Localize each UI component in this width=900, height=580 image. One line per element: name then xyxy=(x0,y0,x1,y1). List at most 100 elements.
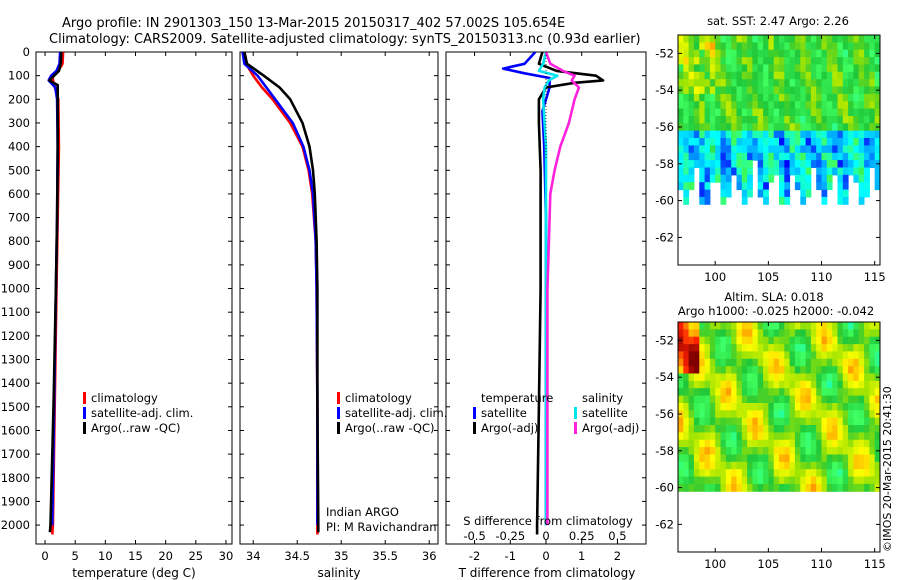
map-cell xyxy=(826,380,833,389)
map-cell xyxy=(810,86,817,95)
map-cell xyxy=(709,86,716,95)
map-cell xyxy=(736,432,743,441)
map-cell xyxy=(741,35,748,43)
map-cell xyxy=(699,108,706,117)
map-cell xyxy=(800,344,807,352)
map-cell xyxy=(800,425,807,433)
map-cell xyxy=(731,336,737,345)
map-cell xyxy=(699,351,706,360)
map-cell xyxy=(821,380,828,389)
map-cell xyxy=(816,71,822,80)
map-cell xyxy=(794,160,801,168)
map-cell xyxy=(763,64,769,73)
map-cell xyxy=(848,410,854,419)
map-cell xyxy=(816,366,822,375)
map-cell xyxy=(736,116,743,124)
map-cell xyxy=(768,145,775,154)
map-cell xyxy=(858,57,865,65)
map-cell xyxy=(800,380,807,389)
map-cell xyxy=(773,461,780,470)
map-cell xyxy=(763,108,769,117)
map-cell xyxy=(683,160,690,168)
map-cell xyxy=(688,49,695,58)
map-cell xyxy=(784,130,791,139)
map-cell xyxy=(678,57,684,65)
map-cell xyxy=(763,403,769,411)
map-cell xyxy=(725,189,732,198)
map-cell xyxy=(858,101,865,110)
map-cell xyxy=(837,196,844,205)
map-cell xyxy=(842,483,849,492)
map-cell xyxy=(832,108,838,117)
map-cell xyxy=(810,49,817,58)
map-cell xyxy=(837,138,844,146)
map-cell xyxy=(725,93,732,102)
map-cell xyxy=(709,432,716,441)
map-cell xyxy=(789,351,796,360)
map-cell xyxy=(683,322,690,330)
map-cell xyxy=(688,403,695,411)
map-cell xyxy=(821,160,828,168)
map-cell xyxy=(768,425,775,433)
map-cell xyxy=(683,79,690,88)
map-x-tick-label: 110 xyxy=(811,270,833,284)
map-cell xyxy=(832,432,838,441)
map-cell xyxy=(794,351,801,360)
map-cell xyxy=(805,130,812,139)
map-cell xyxy=(826,42,833,51)
map-cell xyxy=(752,351,759,360)
map-cell xyxy=(805,93,812,102)
map-cell xyxy=(699,380,706,389)
map-cell xyxy=(826,138,833,146)
legend-label-climatology: climatology xyxy=(91,391,158,405)
map-x-tick-label: 105 xyxy=(757,270,779,284)
map-cell xyxy=(816,57,822,65)
difference-y-ticks xyxy=(446,51,646,526)
map-cell xyxy=(842,71,849,80)
map-cell xyxy=(869,130,876,139)
map-cell xyxy=(747,42,753,51)
difference-x-label: T difference from climatology xyxy=(458,566,636,580)
map-cell xyxy=(864,380,870,389)
map-cell xyxy=(794,447,801,455)
map-cell xyxy=(709,123,716,132)
map-cell xyxy=(715,476,721,485)
map-cell xyxy=(779,49,785,58)
map-cell xyxy=(779,93,785,102)
map-cell xyxy=(853,93,860,102)
map-cell xyxy=(853,403,860,411)
map-cell xyxy=(678,439,684,448)
map-cell xyxy=(704,64,711,73)
map-cell xyxy=(826,366,833,375)
map-cell xyxy=(715,64,721,73)
map-cell xyxy=(800,108,807,117)
map-cell xyxy=(704,130,711,139)
map-cell xyxy=(789,358,796,367)
map-cell xyxy=(800,447,807,455)
map-cell xyxy=(731,454,737,463)
map-cell xyxy=(752,417,759,426)
map-cell xyxy=(800,64,807,73)
map-cell xyxy=(805,42,812,51)
map-cell xyxy=(800,167,807,176)
map-cell xyxy=(704,79,711,88)
map-cell xyxy=(842,35,849,43)
map-cell xyxy=(837,174,844,183)
map-cell xyxy=(768,447,775,455)
map-cell xyxy=(773,417,780,426)
map-cell xyxy=(805,167,812,176)
x-tick-label: 5 xyxy=(72,549,79,563)
map-cell xyxy=(752,42,759,51)
map-cell xyxy=(842,469,849,478)
y-tick-label: 900 xyxy=(8,258,30,272)
map-cell xyxy=(683,145,690,154)
map-cell xyxy=(816,380,822,389)
map-cell xyxy=(715,101,721,110)
y-tick-label: 1700 xyxy=(1,447,30,461)
map-cell xyxy=(752,447,759,455)
y-tick-label: 1900 xyxy=(1,494,30,508)
map-cell xyxy=(773,71,780,80)
map-cell xyxy=(741,329,748,338)
map-cell xyxy=(699,322,706,330)
map-cell xyxy=(731,123,737,132)
